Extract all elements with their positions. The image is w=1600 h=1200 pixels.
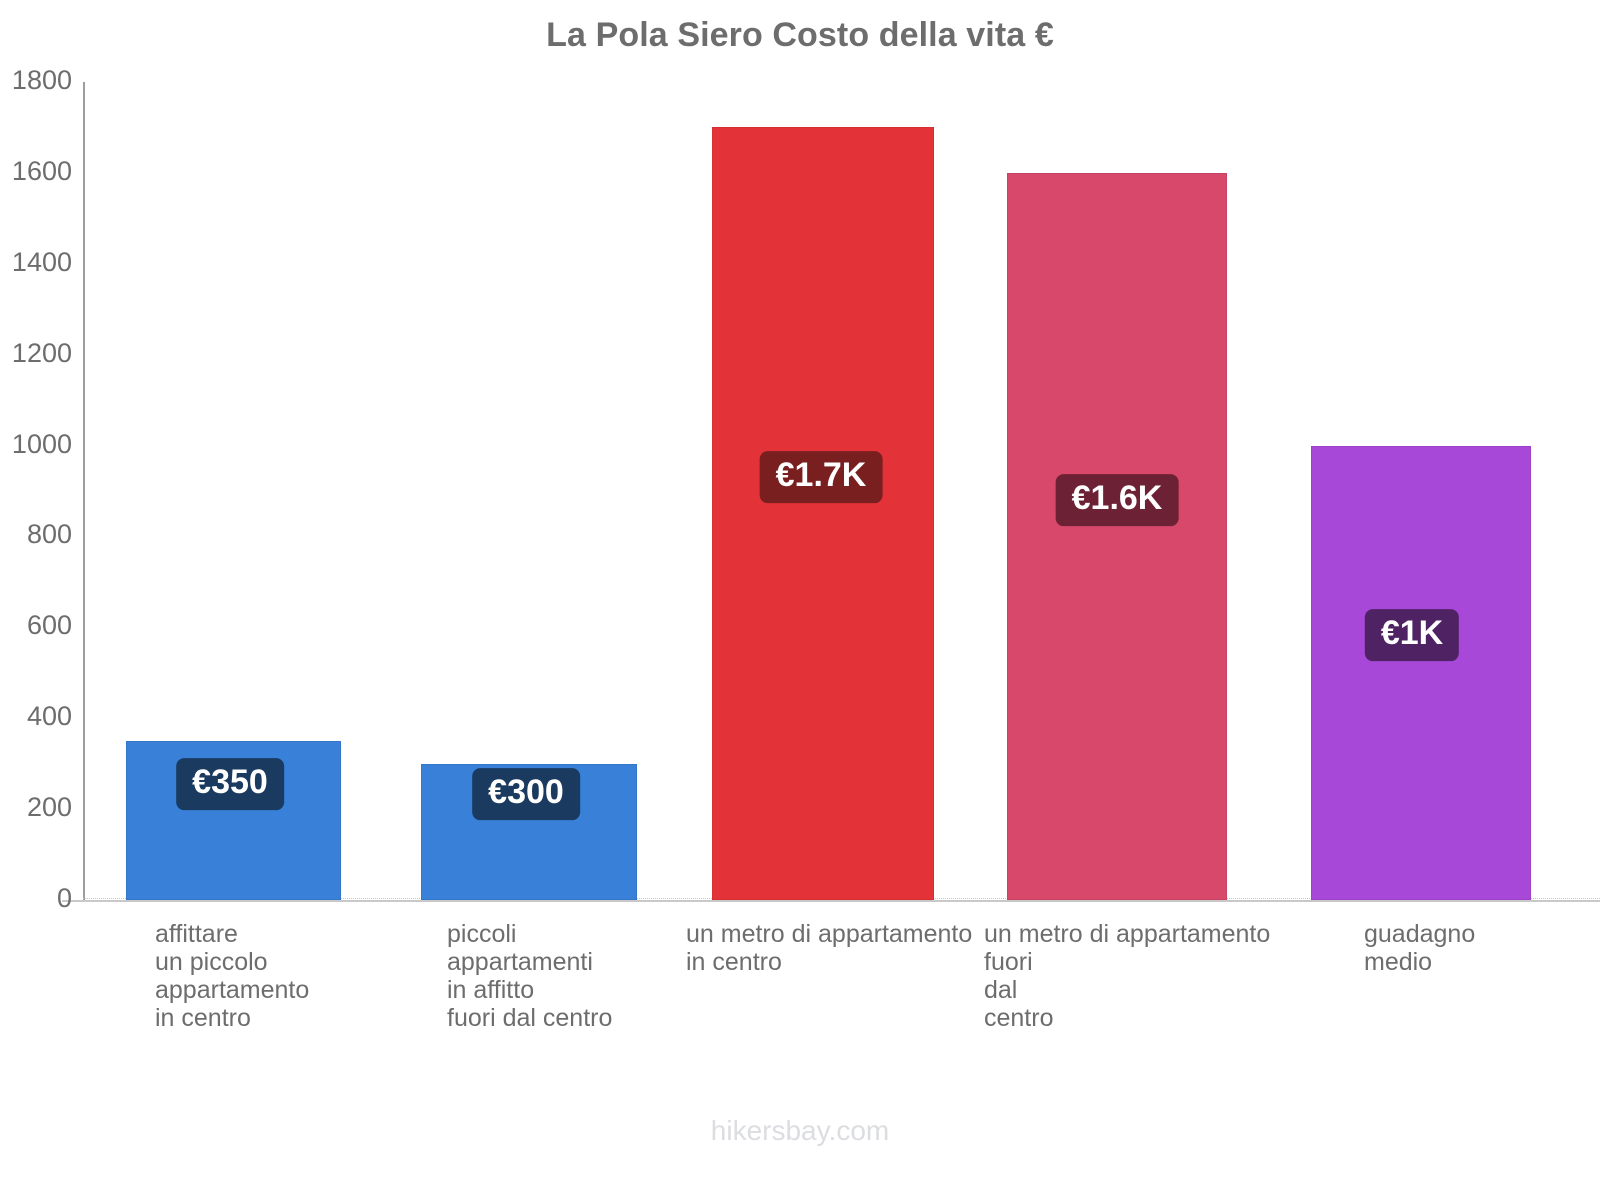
x-axis-category-label: guadagno medio — [1364, 920, 1476, 976]
bar-value-label: €1.7K — [759, 451, 883, 503]
y-axis-tick-label: 200 — [26, 792, 72, 823]
x-axis-line — [62, 900, 1600, 902]
bar-value-label: €1K — [1364, 609, 1460, 661]
bar[interactable] — [1007, 172, 1227, 900]
y-axis-tick-label: 0 — [56, 883, 72, 913]
x-axis-category-label: un metro di appartamento fuori dal centr… — [984, 920, 1271, 1032]
page-title: La Pola Siero Costo della vita € — [546, 16, 1054, 54]
y-axis-tick-label: 1800 — [11, 65, 72, 95]
bar-value-label: €350 — [176, 758, 284, 810]
y-axis-tick-label: 600 — [26, 610, 72, 641]
bar[interactable] — [1311, 445, 1531, 900]
y-axis-tick-label: 400 — [26, 701, 72, 732]
watermark: hikersbay.com — [710, 1115, 890, 1146]
y-axis-line — [83, 82, 85, 900]
y-axis-tick-label: 1000 — [11, 428, 72, 459]
x-axis-category-label: piccoli appartamenti in affitto fuori da… — [447, 920, 613, 1032]
bar-value-label: €1.6K — [1055, 474, 1179, 526]
y-axis-tick-label: 1200 — [11, 337, 72, 368]
x-axis-category-label: un metro di appartamento in centro — [686, 920, 973, 976]
x-axis-category-label: affittare un piccolo appartamento in cen… — [155, 920, 310, 1032]
y-axis-tick-label: 1600 — [11, 155, 72, 186]
y-axis-tick-label: 1400 — [11, 246, 72, 277]
y-axis-tick-label: 800 — [26, 519, 72, 550]
bar-value-label: €300 — [472, 768, 580, 820]
bar[interactable] — [712, 127, 934, 900]
